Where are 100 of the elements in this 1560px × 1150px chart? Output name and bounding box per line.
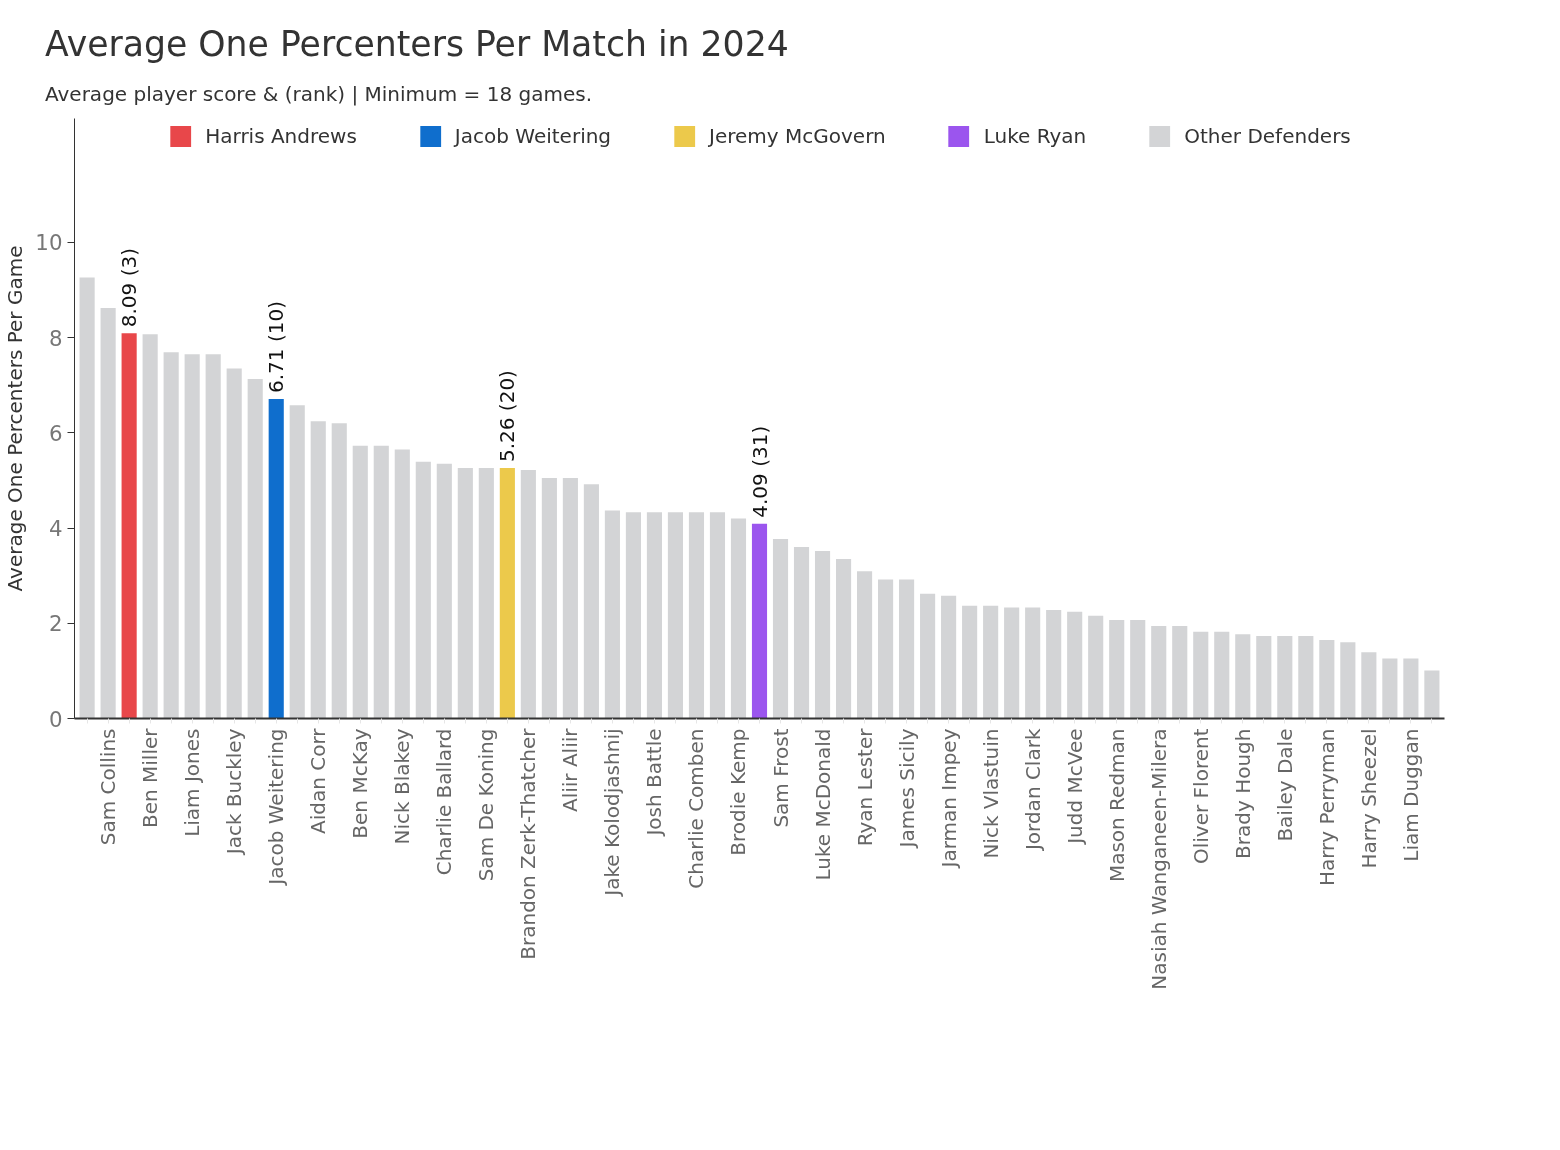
bar xyxy=(793,547,810,719)
bar xyxy=(857,571,873,719)
bar xyxy=(205,354,221,719)
x-tick-label: Ben Miller xyxy=(138,727,163,829)
bar xyxy=(268,399,284,719)
x-tick-label: Jacob Weitering xyxy=(264,728,289,887)
bar xyxy=(772,539,789,719)
bar xyxy=(1298,636,1314,719)
bar xyxy=(899,579,915,719)
x-tick-label: Harry Sheezel xyxy=(1356,728,1381,869)
bar xyxy=(247,379,263,719)
x-tick-label: Nasiah Wanganeen-Milera xyxy=(1146,728,1171,990)
data-label: 4.09 (31) xyxy=(747,425,772,518)
x-tick-label: Aidan Corr xyxy=(306,727,331,835)
bar xyxy=(688,512,705,719)
bar xyxy=(310,421,326,719)
y-tick-label: 2 xyxy=(48,611,63,637)
bar xyxy=(79,277,95,719)
bar xyxy=(1004,607,1020,719)
bar xyxy=(646,512,662,719)
legend-label: Jacob Weitering xyxy=(454,124,612,149)
bar xyxy=(331,423,347,719)
x-tick-label: Oliver Florent xyxy=(1188,728,1213,865)
bar xyxy=(604,510,620,719)
bar xyxy=(1277,636,1293,719)
bar xyxy=(562,478,578,719)
bar xyxy=(814,550,831,719)
x-tick-label: Sam Frost xyxy=(768,728,793,828)
bar xyxy=(920,593,936,719)
chart-subtitle: Average player score & (rank) | Minimum = 18 games. xyxy=(45,80,593,108)
legend-label: Jeremy McGovern xyxy=(709,124,886,149)
bar xyxy=(1130,620,1146,719)
bar xyxy=(394,449,410,719)
bar xyxy=(583,484,599,719)
bar xyxy=(1151,626,1167,719)
bar xyxy=(415,461,431,719)
x-tick-label: Nick Vlastuin xyxy=(978,728,1003,859)
bar xyxy=(478,468,494,719)
x-tick-label: Aliir Aliir xyxy=(558,727,583,813)
bar xyxy=(352,445,368,719)
x-tick-label: Liam Jones xyxy=(180,728,205,837)
x-tick-label: Brodie Kemp xyxy=(726,728,751,856)
data-label: 6.71 (10) xyxy=(264,301,289,394)
bar xyxy=(1214,631,1230,719)
y-tick-label: 10 xyxy=(35,230,63,256)
x-tick-label: Luke McDonald xyxy=(810,728,835,881)
x-tick-label: Charlie Ballard xyxy=(432,728,457,876)
bar xyxy=(730,518,747,719)
bar xyxy=(941,595,957,719)
x-tick-label: Judd McVee xyxy=(1062,728,1087,846)
x-tick-label: Jake Kolodjashnij xyxy=(600,728,625,898)
bar xyxy=(751,523,768,719)
x-tick-label: Harry Perryman xyxy=(1314,728,1339,887)
bar xyxy=(289,405,305,719)
bar xyxy=(100,308,116,719)
bar xyxy=(1025,607,1041,719)
x-tick-label: Nick Blakey xyxy=(390,728,415,845)
bar xyxy=(436,463,452,719)
bar xyxy=(541,478,557,719)
x-tick-label: Sam Collins xyxy=(96,728,121,846)
bar xyxy=(184,354,200,719)
bar xyxy=(1088,615,1104,719)
chart-title: Average One Percenters Per Match in 2024 xyxy=(45,23,789,66)
data-label: 5.26 (20) xyxy=(495,370,520,463)
x-tick-label: Sam De Koning xyxy=(474,728,499,882)
y-tick-label: 6 xyxy=(48,420,63,446)
y-tick-label: 4 xyxy=(48,516,63,542)
bar xyxy=(1067,611,1083,719)
legend-label: Other Defenders xyxy=(1184,124,1351,149)
bar xyxy=(1109,620,1125,719)
bar xyxy=(962,605,978,719)
x-tick-label: Charlie Comben xyxy=(684,728,709,889)
bar xyxy=(1319,640,1335,719)
bar xyxy=(1424,670,1440,719)
bar xyxy=(121,333,137,719)
bar xyxy=(1193,631,1209,719)
bar xyxy=(142,334,158,719)
bar xyxy=(373,445,389,719)
x-tick-label: Brandon Zerk-Thatcher xyxy=(516,727,541,960)
x-tick-label: Jack Buckley xyxy=(222,728,247,857)
bar xyxy=(709,512,726,719)
x-tick-label: Mason Redman xyxy=(1104,728,1129,883)
data-label: 8.09 (3) xyxy=(117,248,142,328)
bar xyxy=(1235,634,1251,719)
bar xyxy=(667,512,684,719)
bar xyxy=(163,352,179,719)
x-tick-label: Ben McKay xyxy=(348,728,373,839)
bar xyxy=(457,468,473,719)
bar xyxy=(835,559,852,719)
x-tick-label: Ryan Lester xyxy=(852,727,877,847)
legend-label: Harris Andrews xyxy=(205,124,357,149)
bar xyxy=(983,605,999,719)
x-tick-label: Bailey Dale xyxy=(1272,728,1297,842)
bar xyxy=(1046,610,1062,719)
bar xyxy=(878,579,894,719)
y-tick-label: 8 xyxy=(48,325,63,351)
y-axis-title: Average One Percenters Per Game xyxy=(3,245,28,592)
x-tick-label: Josh Battle xyxy=(642,728,667,838)
bar xyxy=(226,368,242,719)
x-tick-label: Jordan Clark xyxy=(1020,728,1045,853)
